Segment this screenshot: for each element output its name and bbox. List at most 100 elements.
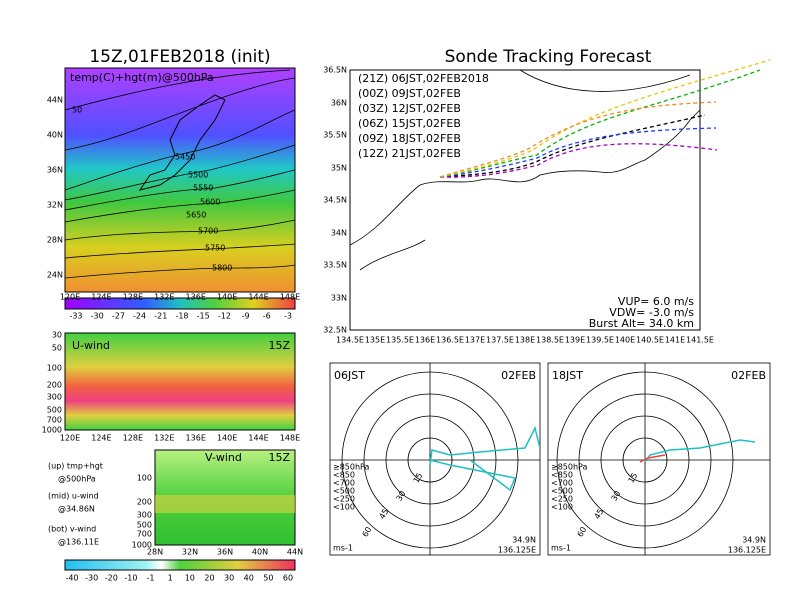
contour-label: 5650: [186, 211, 206, 220]
track-param: Burst Alt= 34.0 km: [589, 317, 694, 330]
track-y-tick: 36.5N: [323, 66, 347, 75]
track-legend: (09Z) 18JST,02FEB: [358, 132, 461, 145]
vwind-x-tick: 36N: [217, 548, 233, 557]
level-label: <250: [333, 495, 355, 504]
uwind-y-tick: 100: [47, 364, 62, 373]
wind-colorbar-label: -40: [65, 574, 78, 583]
temp-colorbar-label: -21: [154, 312, 167, 321]
track-x-tick: 138.5E: [536, 336, 564, 345]
track-legend: (06Z) 15JST,02FEB: [358, 117, 461, 130]
track-legend: (12Z) 21JST,02FEB: [358, 147, 461, 160]
ring-label: 60: [576, 525, 589, 538]
uwind-x-tick: 136E: [186, 434, 206, 443]
uwind-time: 15Z: [268, 339, 290, 352]
map-x-tick: 148E: [280, 293, 300, 302]
vwind-x-tick: 40N: [252, 548, 268, 557]
uwind-x-tick: 124E: [91, 434, 111, 443]
location: 34.9N: [512, 536, 536, 545]
level-label: <500: [333, 487, 355, 496]
wind-colorbar-label: 10: [185, 574, 195, 583]
uwind-y-tick: 500: [47, 406, 62, 415]
vwind-y-tick: 200: [137, 498, 152, 507]
map-x-tick: 136E: [186, 293, 206, 302]
vwind-y-tick: 500: [137, 521, 152, 530]
vwind-y-tick: 300: [137, 511, 152, 520]
map-x-tick: 128E: [123, 293, 143, 302]
track-x-tick: 135.5E: [386, 336, 414, 345]
wind-colorbar-label: 40: [244, 574, 254, 583]
coastline: [349, 69, 701, 271]
map-x-tick: 144E: [248, 293, 268, 302]
ring-label: 60: [361, 525, 374, 538]
level-label: <100: [551, 503, 573, 512]
ring-label: 30: [395, 489, 408, 502]
note: @136.11E: [58, 538, 99, 547]
track-y-tick: 35.5N: [323, 131, 347, 140]
contour-label: 5800: [212, 264, 232, 273]
note: @34.86N: [58, 505, 95, 514]
temp-colorbar: [64, 297, 296, 310]
track-y-tick: 36N: [331, 99, 347, 108]
level-label: <850: [333, 471, 355, 480]
track-x-tick: 141.5E: [686, 336, 714, 345]
uwind-x-tick: 148E: [280, 434, 300, 443]
location: 34.9N: [742, 536, 766, 545]
uwind-y-tick: 30: [52, 331, 62, 340]
uwind-panel: [64, 332, 296, 431]
uwind-x-tick: 120E: [60, 434, 80, 443]
uwind-y-tick: 200: [47, 381, 62, 390]
track-x-tick: 137.5E: [486, 336, 514, 345]
vwind-x-tick: 44N: [287, 548, 303, 557]
uwind-y-tick: 50: [52, 344, 62, 353]
level-label: <100: [333, 503, 355, 512]
track-param: VDW= -3.0 m/s: [609, 306, 694, 319]
track-y-tick: 33N: [331, 294, 347, 303]
temp-colorbar-label: -6: [263, 312, 271, 321]
location: 136.125E: [498, 546, 536, 555]
track-x-tick: 139.5E: [586, 336, 614, 345]
location: 136.125E: [728, 546, 766, 555]
contour-label: 5600: [200, 198, 220, 207]
hodo-date: 02FEB: [731, 369, 766, 382]
level-label: ≥850hPa: [551, 463, 588, 472]
track-y-tick: 34N: [331, 229, 347, 238]
level-label: <700: [551, 479, 573, 488]
note: @500hPa: [58, 475, 96, 484]
uwind-x-tick: 140E: [217, 434, 237, 443]
note: (up) tmp+hgt: [48, 462, 103, 471]
level-label: <850: [551, 471, 573, 480]
tracks: [439, 59, 771, 178]
track-y-tick: 34.5N: [323, 196, 347, 205]
track-x-tick: 136.5E: [436, 336, 464, 345]
wind-colorbar-label: -10: [124, 574, 137, 583]
map-y-tick: 24N: [47, 271, 63, 280]
wind-colorbar-label: 1: [168, 574, 173, 583]
note: (mid) u-wind: [48, 492, 99, 501]
map-x-tick: 120E: [60, 293, 80, 302]
vwind-y-tick: 100: [137, 474, 152, 483]
hodo-date: 02FEB: [501, 369, 536, 382]
wind-colorbar-label: 30: [224, 574, 234, 583]
map-y-tick: 36N: [47, 166, 63, 175]
hodo-time: 18JST: [552, 369, 583, 382]
uwind-x-tick: 128E: [123, 434, 143, 443]
track-x-tick: 136E: [415, 336, 435, 345]
wind-colorbar-label: -1: [147, 574, 155, 583]
left-title: 15Z,01FEB2018 (init): [89, 47, 270, 67]
vwind-y-tick: 1000: [132, 541, 152, 550]
track-x-tick: 134.5E: [336, 336, 364, 345]
uwind-y-tick: 700: [47, 416, 62, 425]
track-param: VUP= 6.0 m/s: [618, 295, 694, 308]
vwind-x-tick: 32N: [182, 548, 198, 557]
map-x-tick: 132E: [154, 293, 174, 302]
map-y-tick: 28N: [47, 236, 63, 245]
temp-colorbar-label: -9: [242, 312, 250, 321]
unit: ms-1: [551, 544, 571, 553]
track-x-tick: 138E: [515, 336, 535, 345]
temp-colorbar-label: -3: [284, 312, 292, 321]
track-x-tick: 140E: [615, 336, 635, 345]
map-y-tick: 40N: [47, 131, 63, 140]
level-label: ≥850hPa: [333, 463, 370, 472]
contour-label: 5550: [193, 184, 213, 193]
uwind-y-tick: 1000: [42, 426, 62, 435]
